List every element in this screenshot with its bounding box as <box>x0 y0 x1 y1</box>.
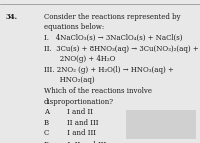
FancyBboxPatch shape <box>126 110 196 139</box>
Text: C        I and III: C I and III <box>44 129 96 137</box>
Text: B        II and III: B II and III <box>44 119 98 127</box>
Text: 34.: 34. <box>6 13 18 21</box>
Text: I.   4NaClO₃(s) → 3NaClO₄(s) + NaCl(s): I. 4NaClO₃(s) → 3NaClO₄(s) + NaCl(s) <box>44 34 182 42</box>
Text: III. 2NO₂ (g) + H₂O(l) → HNO₃(aq) +: III. 2NO₂ (g) + H₂O(l) → HNO₃(aq) + <box>44 66 174 74</box>
Text: II.  3Cu(s) + 8HNO₃(aq) → 3Cu(NO₃)₂(aq) +: II. 3Cu(s) + 8HNO₃(aq) → 3Cu(NO₃)₂(aq) + <box>44 45 199 53</box>
Text: Consider the reactions represented by: Consider the reactions represented by <box>44 13 181 21</box>
Text: equations below:: equations below: <box>44 23 104 31</box>
Text: HNO₂(aq): HNO₂(aq) <box>44 76 95 84</box>
Text: disproportionation?: disproportionation? <box>44 98 114 106</box>
Text: 2NO(g) + 4H₂O: 2NO(g) + 4H₂O <box>44 55 115 63</box>
Text: Which of the reactions involve: Which of the reactions involve <box>44 87 152 95</box>
Text: A        I and II: A I and II <box>44 108 93 116</box>
Text: D        I, II and III: D I, II and III <box>44 140 106 143</box>
